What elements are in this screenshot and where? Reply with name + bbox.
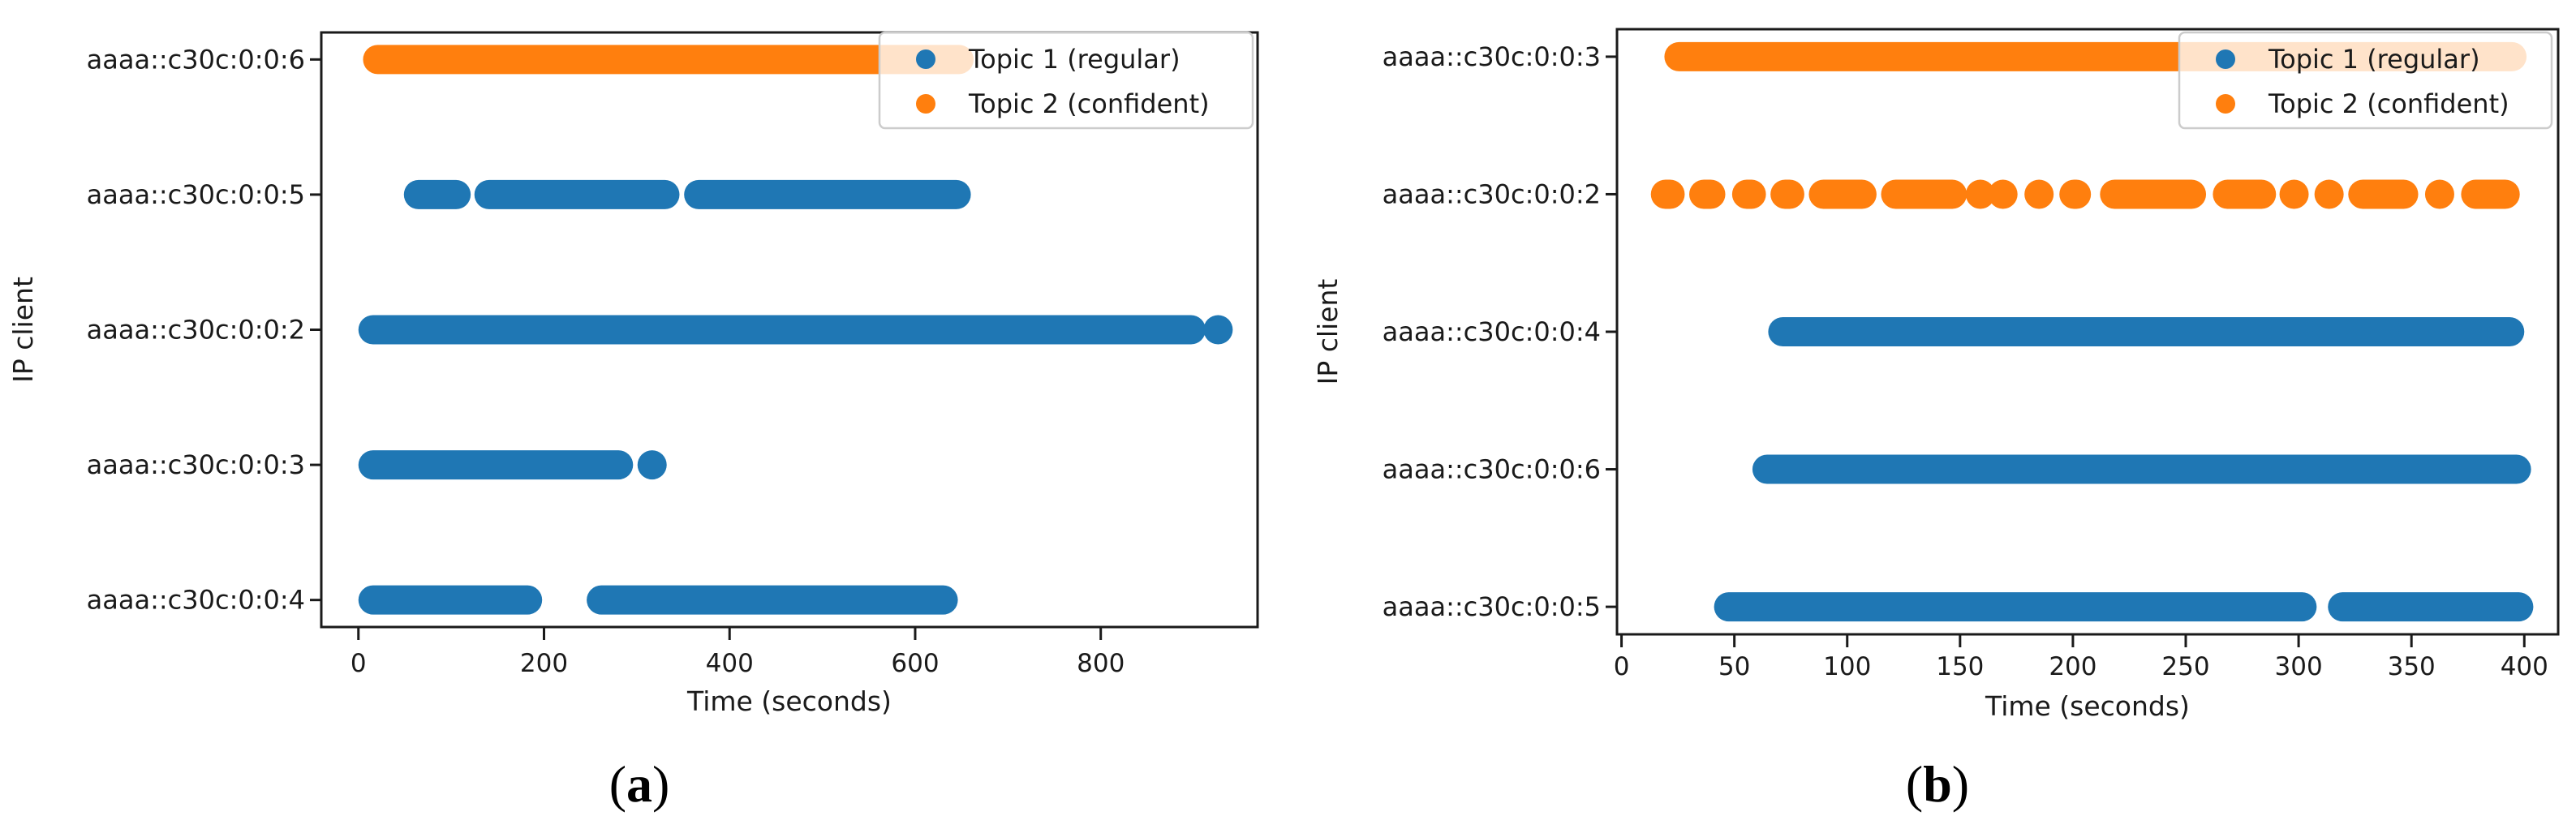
caption-panel-b: (b) bbox=[1906, 754, 1969, 814]
legend-box-b bbox=[2178, 31, 2553, 130]
x-tick-label-a: 600 bbox=[891, 649, 939, 678]
y-category-label-a: aaaa::c30c:0:0:5 bbox=[87, 179, 305, 210]
x-axis-label-b: Time (seconds) bbox=[1985, 690, 2190, 722]
caption-b-letter: b bbox=[1923, 755, 1952, 813]
scatter-dot-b bbox=[2424, 179, 2454, 209]
x-tick-label-b: 400 bbox=[2501, 652, 2548, 681]
y-axis-label-b: IP client bbox=[1312, 279, 1344, 385]
y-category-label-b: aaaa::c30c:0:0:6 bbox=[1383, 454, 1601, 485]
scatter-dot-b bbox=[1988, 179, 2018, 209]
x-tick-label-b: 200 bbox=[2049, 652, 2096, 681]
x-tick-label-a: 400 bbox=[706, 649, 754, 678]
plot-frame-a bbox=[320, 31, 1259, 629]
legend-marker-a bbox=[916, 94, 935, 114]
y-category-label-a: aaaa::c30c:0:0:2 bbox=[87, 315, 305, 346]
x-tick-label-a: 800 bbox=[1077, 649, 1125, 678]
scatter-dot-b bbox=[2279, 179, 2309, 209]
legend-marker-b bbox=[2216, 94, 2235, 114]
scatter-dot-a bbox=[1203, 315, 1233, 345]
plot-frame-b bbox=[1615, 28, 2560, 636]
legend-marker-b bbox=[2216, 49, 2235, 69]
legend-marker-a bbox=[916, 49, 935, 69]
y-category-label-b: aaaa::c30c:0:0:3 bbox=[1383, 41, 1601, 72]
caption-b-close: ) bbox=[1951, 755, 1970, 813]
y-axis-label-a: IP client bbox=[7, 277, 39, 383]
legend-label-b: Topic 1 (regular) bbox=[2268, 44, 2480, 75]
y-category-label-a: aaaa::c30c:0:0:4 bbox=[87, 585, 305, 616]
legend-box-a bbox=[878, 31, 1254, 130]
scatter-dot-b bbox=[1965, 179, 1995, 209]
y-category-label-b: aaaa::c30c:0:0:5 bbox=[1383, 591, 1601, 622]
y-category-label-a: aaaa::c30c:0:0:3 bbox=[87, 449, 305, 480]
x-tick-label-b: 300 bbox=[2275, 652, 2323, 681]
x-tick-label-b: 100 bbox=[1823, 652, 1871, 681]
legend-label-a: Topic 1 (regular) bbox=[968, 44, 1180, 75]
caption-a-open: ( bbox=[609, 755, 626, 813]
caption-panel-a: (a) bbox=[609, 754, 670, 814]
legend-label-b: Topic 2 (confident) bbox=[2268, 88, 2509, 119]
x-tick-label-b: 150 bbox=[1936, 652, 1984, 681]
x-tick-label-b: 0 bbox=[1614, 652, 1630, 681]
scatter-dot-a bbox=[637, 450, 667, 480]
y-category-label-b: aaaa::c30c:0:0:2 bbox=[1383, 178, 1601, 209]
legend-label-a: Topic 2 (confident) bbox=[968, 88, 1210, 119]
x-tick-label-a: 0 bbox=[350, 649, 367, 678]
y-category-label-a: aaaa::c30c:0:0:6 bbox=[87, 44, 305, 75]
x-axis-label-a: Time (seconds) bbox=[686, 685, 892, 717]
x-tick-label-b: 50 bbox=[1718, 652, 1750, 681]
scatter-dot-b bbox=[2314, 179, 2344, 209]
caption-a-letter: a bbox=[626, 755, 652, 813]
x-tick-label-b: 350 bbox=[2388, 652, 2436, 681]
scatter-dot-b bbox=[2024, 179, 2054, 209]
y-category-label-b: aaaa::c30c:0:0:4 bbox=[1383, 316, 1601, 347]
caption-b-open: ( bbox=[1905, 755, 1924, 813]
x-tick-label-a: 200 bbox=[520, 649, 568, 678]
x-tick-label-b: 250 bbox=[2161, 652, 2209, 681]
caption-a-close: ) bbox=[652, 755, 670, 813]
